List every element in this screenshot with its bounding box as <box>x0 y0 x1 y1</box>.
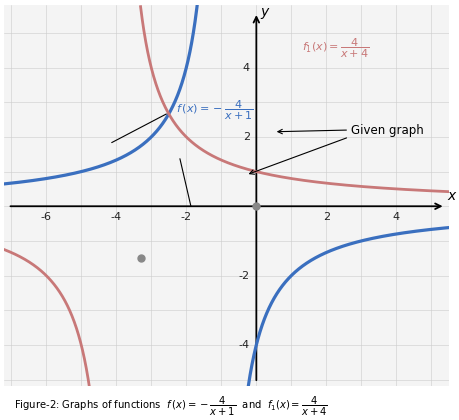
Text: $f_1(x)=\dfrac{4}{x+4}$: $f_1(x)=\dfrac{4}{x+4}$ <box>301 37 369 60</box>
Text: $f\,(x)=-\dfrac{4}{x+1}$: $f\,(x)=-\dfrac{4}{x+1}$ <box>175 99 253 122</box>
Text: 2: 2 <box>322 213 329 223</box>
Text: -2: -2 <box>180 213 191 223</box>
Text: 4: 4 <box>392 213 399 223</box>
Text: Figure-2: Graphs of functions  $f\,(x)=-\dfrac{4}{x+1}$  and  $f_1(x)=\dfrac{4}{: Figure-2: Graphs of functions $f\,(x)=-\… <box>14 395 327 418</box>
Text: -6: -6 <box>40 213 51 223</box>
Text: 2: 2 <box>242 132 250 142</box>
Text: -4: -4 <box>111 213 122 223</box>
Text: y: y <box>260 5 268 19</box>
Text: -2: -2 <box>238 270 250 281</box>
Text: 4: 4 <box>242 63 250 73</box>
Text: x: x <box>446 189 454 203</box>
Text: Given graph: Given graph <box>350 123 423 136</box>
Text: -4: -4 <box>238 340 250 350</box>
